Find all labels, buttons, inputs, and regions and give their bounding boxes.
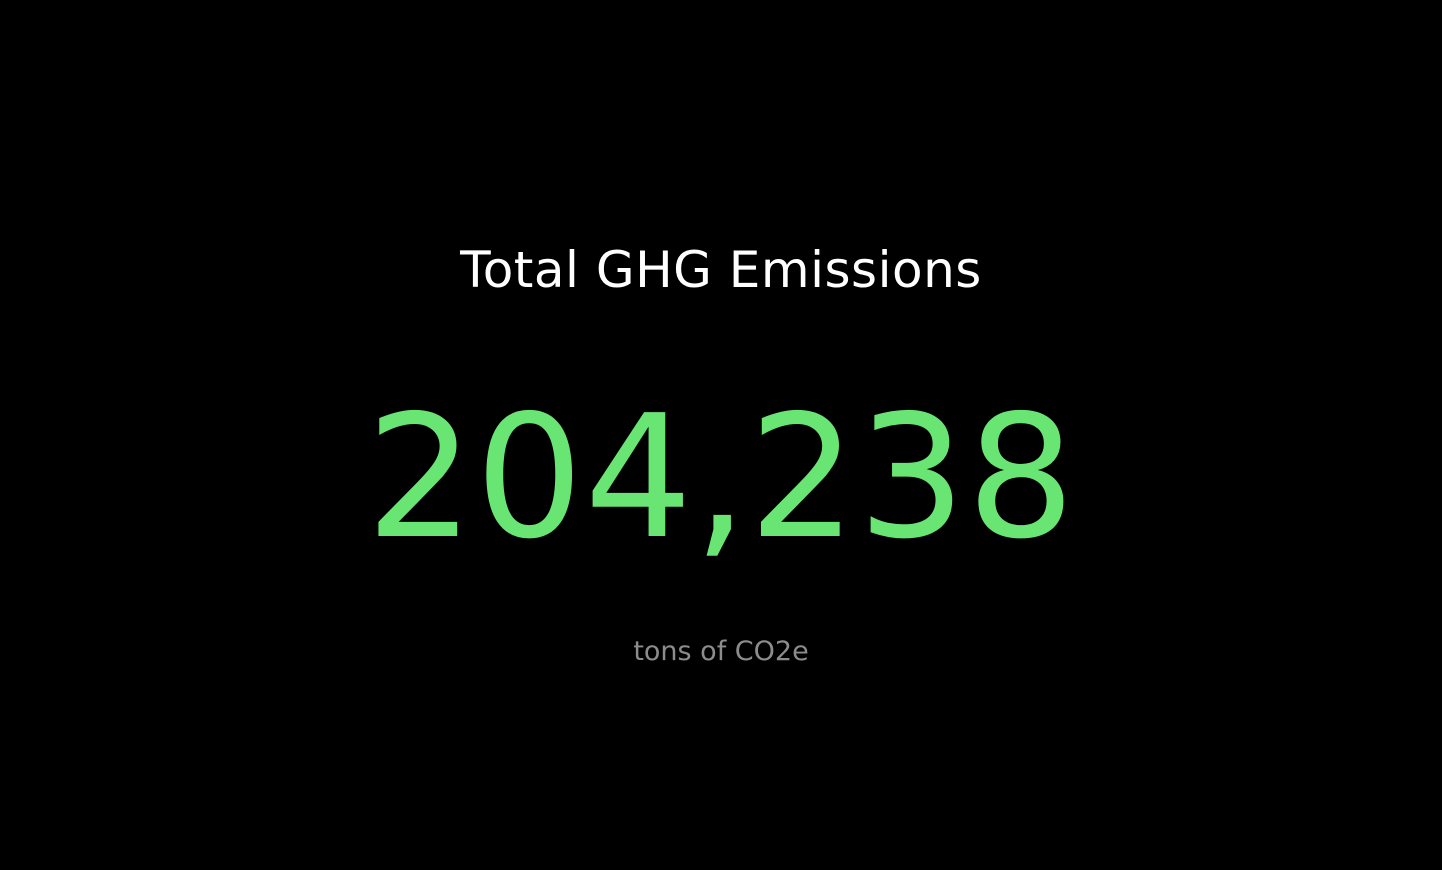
metric-unit: tons of CO2e — [633, 636, 809, 667]
metric-value: 204,238 — [366, 379, 1076, 577]
metric-title: Total GHG Emissions — [460, 241, 982, 299]
